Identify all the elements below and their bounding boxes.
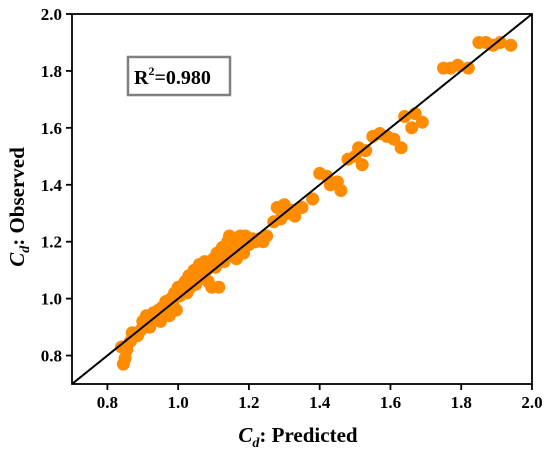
x-tick-label: 1.2 <box>238 393 259 412</box>
r-squared-label: R2=0.980 <box>134 64 211 89</box>
r-squared-annotation: R2=0.980 <box>126 55 232 97</box>
y-tick-label: 1.2 <box>41 233 62 252</box>
y-axis-title: Cd: Observed <box>5 147 33 267</box>
x-tick-label: 1.8 <box>451 393 472 412</box>
r-squared-value: =0.980 <box>154 67 210 89</box>
x-axis-symbol: C <box>238 423 253 447</box>
y-axis-suffix: : Observed <box>5 147 29 246</box>
data-point <box>306 192 320 206</box>
data-point <box>415 115 429 129</box>
x-axis-subscript: d <box>252 436 260 451</box>
y-tick-label: 2.0 <box>41 5 62 24</box>
reference-line <box>71 13 533 385</box>
y-tick-label: 1.0 <box>41 290 62 309</box>
x-tick-label: 0.8 <box>97 393 118 412</box>
r-squared-box <box>126 55 232 97</box>
x-axis-suffix: : Predicted <box>259 423 357 447</box>
data-point <box>169 303 183 317</box>
data-point <box>288 209 302 223</box>
y-tick-label: 1.6 <box>41 119 62 138</box>
r-squared-base: R <box>134 67 149 89</box>
data-point <box>493 36 507 49</box>
y-tick-label: 1.8 <box>41 62 62 81</box>
data-point <box>334 184 348 197</box>
y-axis-subscript: d <box>18 245 33 253</box>
x-tick-label: 2.0 <box>521 393 542 412</box>
x-axis-title: Cd: Predicted <box>238 423 357 451</box>
plot-frame <box>71 13 533 385</box>
data-point <box>461 61 475 75</box>
data-point <box>295 201 309 214</box>
x-tick-label: 1.4 <box>309 393 331 412</box>
data-point <box>504 38 518 52</box>
x-tick-label: 1.6 <box>380 393 401 412</box>
data-point <box>359 144 373 158</box>
data-point <box>212 280 226 294</box>
x-tick-label: 1.0 <box>168 393 189 412</box>
data-point <box>394 141 408 155</box>
data-point <box>260 229 274 243</box>
y-tick-label: 0.8 <box>41 347 62 366</box>
data-point <box>405 121 419 135</box>
axis-ticks: 0.8 1.0 1.2 1.4 1.6 1.8 2.0 0.8 1.0 1.2 1.4 1.6 1.8 2… <box>41 5 543 412</box>
y-tick-label: 1.4 <box>41 176 63 195</box>
data-point <box>451 58 465 72</box>
data-point <box>387 132 401 146</box>
r-squared-superscript: 2 <box>148 64 154 78</box>
y-axis-symbol: C <box>5 252 29 267</box>
data-point <box>355 158 369 172</box>
